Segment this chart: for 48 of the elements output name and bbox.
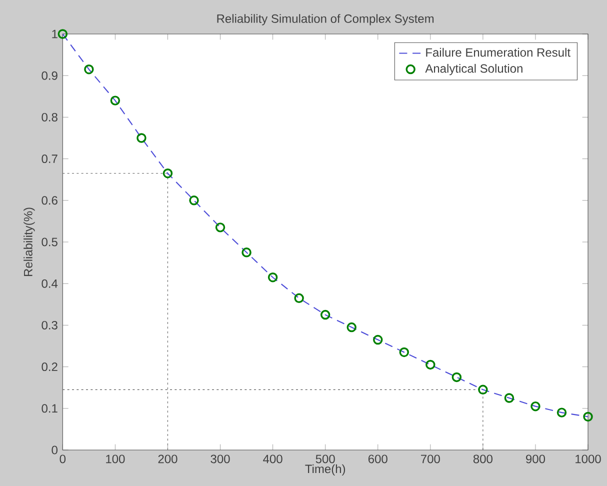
y-tick-label: 0.4	[42, 279, 58, 288]
x-tick-label: 0	[60, 454, 66, 464]
point	[583, 412, 593, 422]
point	[556, 408, 567, 418]
point	[478, 384, 488, 395]
point	[162, 168, 173, 178]
chart-title: Reliability Simulation of Complex System	[217, 14, 434, 26]
x-tick-label: 500	[316, 454, 335, 464]
point	[268, 272, 278, 282]
point	[452, 372, 462, 382]
point	[426, 360, 436, 370]
y-tick-label: 1	[52, 30, 58, 38]
point	[530, 401, 540, 412]
y-tick-label: 0.8	[42, 112, 58, 122]
point	[373, 334, 383, 345]
y-tick-label: 0.1	[42, 404, 58, 413]
point	[215, 222, 226, 232]
point	[504, 393, 514, 403]
y-tick-label: 0.7	[42, 154, 58, 164]
x-tick-label: 1000	[576, 454, 601, 464]
point	[242, 248, 252, 258]
x-axis-title: Time(h)	[305, 464, 346, 476]
y-tick-label: 0.6	[42, 196, 58, 205]
y-tick-label: 0.5	[42, 238, 58, 246]
point	[58, 29, 68, 39]
x-tick-label: 100	[106, 454, 125, 464]
x-tick-label: 800	[473, 454, 492, 464]
x-tick-label: 200	[158, 454, 178, 464]
point	[399, 347, 410, 358]
x-tick-label: 300	[210, 454, 230, 464]
point	[136, 133, 146, 143]
legend-label: Analytical Solution	[425, 64, 522, 76]
point	[346, 322, 356, 332]
point	[110, 96, 120, 106]
y-axis-title: Reliability(%)	[24, 208, 35, 276]
y-tick-label: 0.2	[42, 362, 58, 372]
x-tick-label: 400	[263, 454, 282, 464]
point	[294, 293, 304, 304]
y-tick-label: 0.9	[42, 71, 58, 80]
point	[189, 196, 199, 206]
point	[84, 64, 94, 74]
x-tick-label: 700	[420, 454, 440, 464]
y-tick-label: 0.3	[42, 320, 58, 330]
x-tick-label: 900	[526, 454, 546, 464]
point	[320, 310, 330, 320]
x-tick-label: 600	[368, 454, 388, 464]
legend-label: Failure Enumeration Result	[426, 48, 570, 57]
y-tick-label: 0	[52, 446, 58, 454]
